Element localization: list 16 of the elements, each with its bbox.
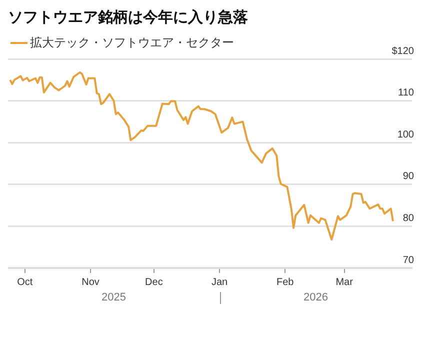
y-tick-label: 70 (402, 254, 414, 266)
y-tick-label: 80 (402, 212, 414, 224)
x-tick-label: Feb (276, 276, 294, 288)
chart-title: ソフトウエア銘柄は今年に入り急落 (8, 8, 249, 27)
legend-label: 拡大テック・ソフトウエア・セクター (30, 35, 234, 50)
y-tick-label: $120 (392, 46, 414, 57)
x-tick-label: Jan (211, 276, 228, 288)
x-tick-label: Mar (336, 276, 354, 288)
x-tick-label: Dec (145, 276, 163, 288)
text: 2026 (304, 292, 328, 304)
x-tick-label: Nov (82, 276, 100, 288)
y-tick-label: 100 (397, 129, 414, 140)
x-tick-label: Oct (17, 276, 33, 288)
y-tick-label: 90 (402, 171, 414, 182)
text: 2025 (102, 292, 126, 304)
y-tick-label: 110 (398, 88, 414, 99)
